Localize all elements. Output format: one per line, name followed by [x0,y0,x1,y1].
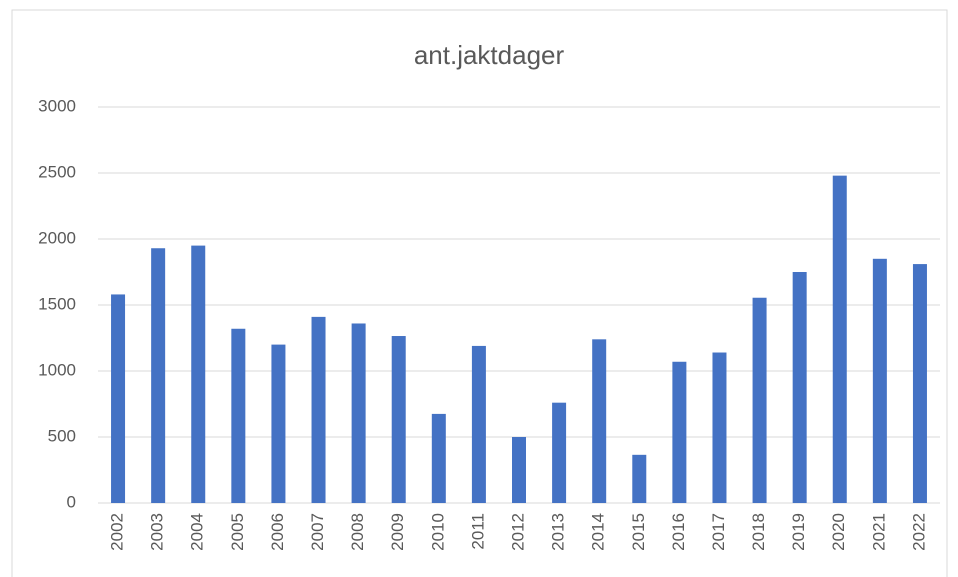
x-tick-label: 2009 [388,513,407,551]
x-tick-label: 2013 [549,513,568,551]
x-tick-label: 2019 [789,513,808,551]
x-tick-label: 2016 [669,513,688,551]
bar [912,264,927,503]
bar [592,339,607,503]
bar [832,175,847,503]
bar [632,454,647,503]
x-tick-label: 2010 [428,513,447,551]
y-tick-label: 0 [67,492,76,511]
bar [792,272,807,503]
y-tick-label: 1000 [38,360,76,379]
bar [471,345,486,503]
x-tick-label: 2011 [468,513,487,550]
x-tick-label: 2008 [348,513,367,551]
bar [151,248,166,503]
x-tick-label: 2006 [268,513,287,551]
x-tick-label: 2002 [108,513,127,551]
x-tick-label: 2012 [508,513,527,551]
bar [351,323,366,503]
bar [231,328,246,503]
y-tick-label: 500 [48,426,76,445]
x-tick-label: 2007 [308,513,327,551]
y-tick-label: 2500 [38,162,76,181]
bar [512,437,526,503]
x-tick-label: 2015 [629,513,648,551]
x-tick-label: 2022 [909,513,928,551]
bar [271,344,286,503]
y-tick-label: 3000 [38,96,76,115]
bar [111,294,126,503]
x-tick-label: 2005 [228,513,247,551]
y-tick-label: 2000 [38,228,76,247]
bar [672,361,687,503]
bar [872,258,887,503]
x-tick-label: 2021 [869,513,888,551]
x-tick-label: 2003 [148,513,167,551]
bar [391,336,406,503]
bar [191,245,206,503]
bar [712,352,727,503]
bar [311,316,326,503]
bar [431,413,446,503]
x-tick-label: 2014 [589,513,608,551]
bar [752,297,767,503]
y-tick-label: 1500 [38,294,76,313]
x-tick-label: 2020 [829,513,848,551]
x-tick-label: 2017 [709,513,728,551]
bar [552,402,567,503]
chart-title: ant.jaktdager [414,40,565,70]
x-tick-label: 2004 [188,513,207,551]
x-tick-label: 2018 [749,513,768,551]
